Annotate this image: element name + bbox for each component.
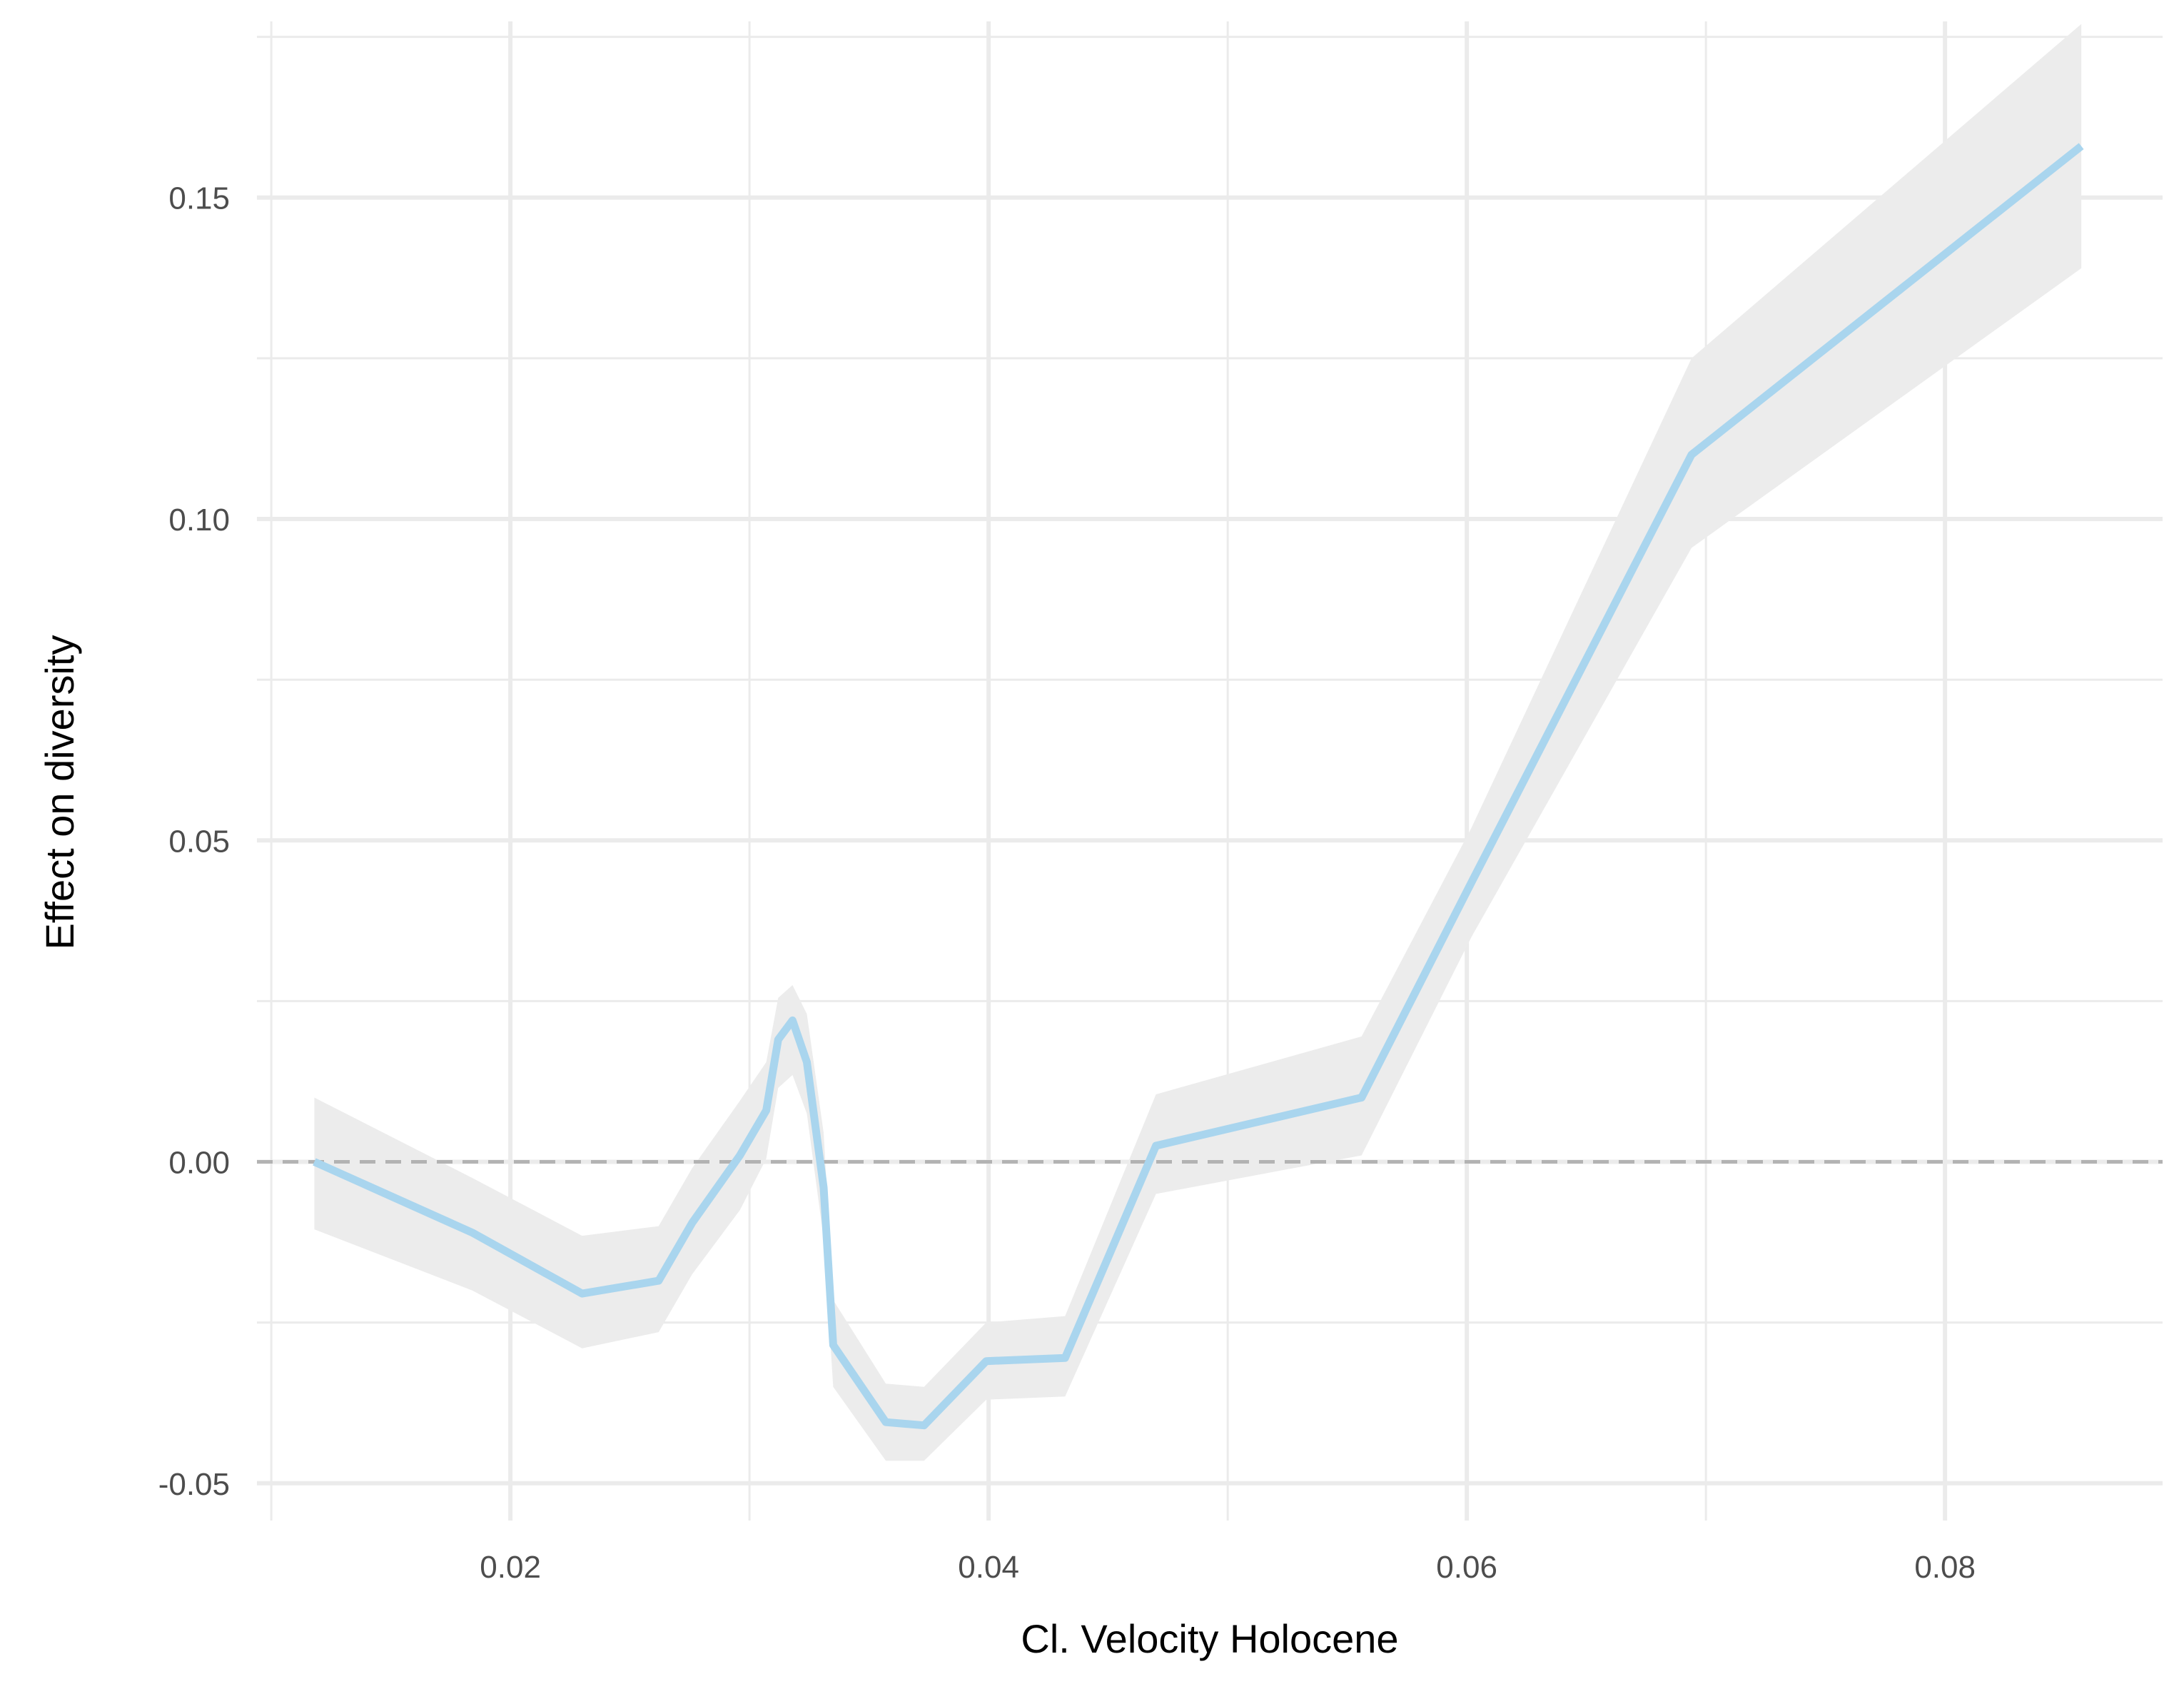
x-tick-label: 0.08 bbox=[1914, 1550, 1976, 1585]
y-tick-label: 0.00 bbox=[168, 1146, 230, 1181]
y-tick-label: -0.05 bbox=[158, 1467, 230, 1502]
effect-line bbox=[313, 143, 2084, 1430]
confidence-band bbox=[314, 24, 2082, 1461]
x-tick-label: 0.06 bbox=[1436, 1550, 1497, 1585]
x-axis-title: Cl. Velocity Holocene bbox=[1021, 1616, 1398, 1661]
y-tick-label: 0.05 bbox=[168, 824, 230, 859]
x-tick-labels: 0.02 0.04 0.06 0.08 bbox=[480, 1550, 1976, 1585]
minor-gridlines bbox=[257, 21, 2163, 1521]
y-tick-label: 0.10 bbox=[168, 503, 230, 538]
y-tick-labels: -0.05 0.00 0.05 0.10 0.15 bbox=[158, 181, 230, 1502]
y-tick-label: 0.15 bbox=[168, 181, 230, 216]
x-tick-label: 0.04 bbox=[958, 1550, 1019, 1585]
y-axis-title: Effect on diversity bbox=[37, 635, 82, 950]
x-tick-label: 0.02 bbox=[480, 1550, 541, 1585]
